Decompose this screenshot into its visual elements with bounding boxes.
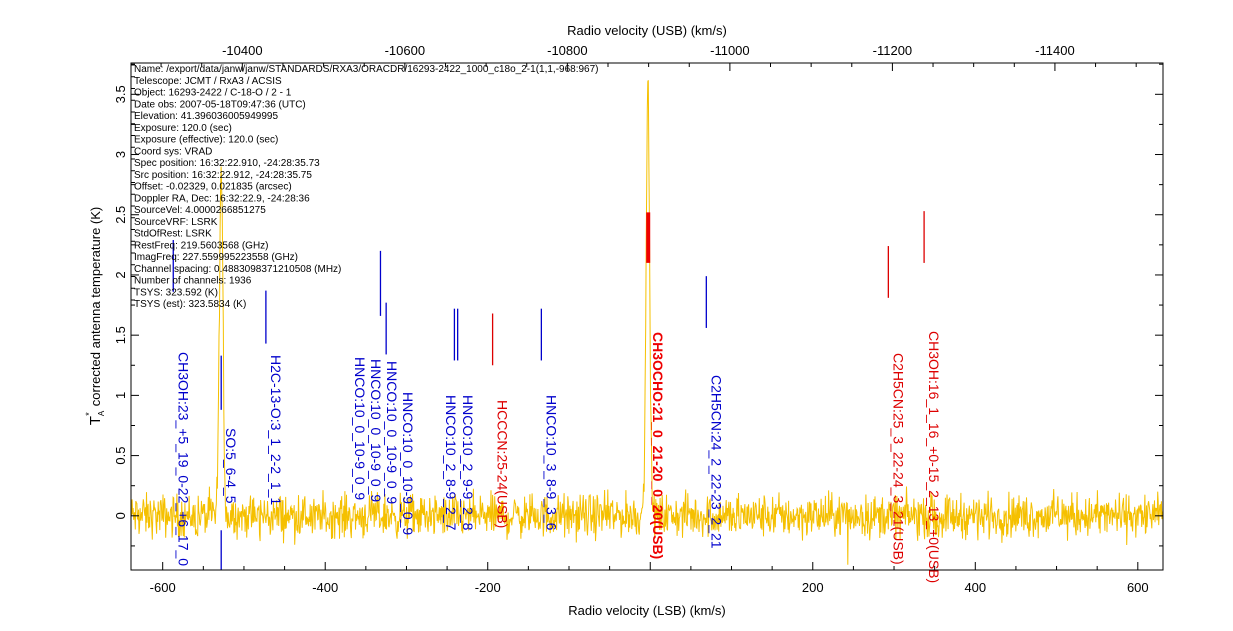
info-line: Coord sys: VRAD xyxy=(134,146,212,157)
line-labels: CH3OH:23_+5_19_0-22_+6_17_0 SO:5_6-4_5 H2C… xyxy=(175,331,942,583)
y-tick-label: 1.5 xyxy=(113,326,128,344)
line-label: HNCO:10_0_10-9_0_9 xyxy=(352,357,368,500)
x-tick-label: 200 xyxy=(802,580,824,595)
top-axis-title: Radio velocity (USB) (km/s) xyxy=(567,23,727,38)
line-label: H2C-13-O:3_1_2-2_1_1 xyxy=(268,355,284,505)
line-label: HNCO:10_0_10-9_0_9 xyxy=(384,361,400,504)
info-line: Exposure (effective): 120.0 (sec) xyxy=(134,135,278,146)
line-label: SO:5_6-4_5 xyxy=(223,428,239,504)
info-line: TSYS (est): 323.5834 (K) xyxy=(134,299,246,310)
x2-tick-label: -10400 xyxy=(222,43,262,58)
spectrum-line xyxy=(131,80,1163,565)
y-tick-label: 3 xyxy=(113,151,128,158)
y-axis-title: TA* corrected antenna temperature (K) xyxy=(84,207,106,425)
y-tick-label: 1 xyxy=(113,392,128,399)
info-line: StdOfRest: LSRK xyxy=(134,229,212,240)
x-tick-label: 600 xyxy=(1127,580,1149,595)
x2-tick-label: -11200 xyxy=(873,43,913,58)
line-label: HNCO:10_2_9-9_2_8 xyxy=(460,395,476,531)
y-axis-subscript: A xyxy=(97,410,106,416)
x2-tick-label: -11000 xyxy=(710,43,750,58)
y-tick-label: 2.5 xyxy=(113,206,128,224)
x-tick-label: -600 xyxy=(150,580,176,595)
x2-tick-label: -10800 xyxy=(547,43,587,58)
line-label: HNCO:10_0_10-9_0_9 xyxy=(368,359,384,502)
y-tick-label: 2 xyxy=(113,271,128,278)
info-line: Exposure: 120.0 (sec) xyxy=(134,123,232,134)
info-line: ImagFreq: 227.559995223558 (GHz) xyxy=(134,252,298,263)
info-line: Telescope: JCMT / RxA3 / ACSIS xyxy=(134,76,282,87)
info-line: Channel spacing: 0.4883098371210508 (MHz… xyxy=(134,264,341,275)
x-tick-label: -200 xyxy=(475,580,501,595)
line-label: C2H5CN:25_3_22-24_3_21(USB) xyxy=(890,353,906,565)
plot-frame xyxy=(130,62,1164,571)
bottom-axis-title: Radio velocity (LSB) (km/s) xyxy=(568,603,725,618)
y-axis-superscript: * xyxy=(84,412,94,416)
line-label: HNCO:10_3_8-9_3_6 xyxy=(543,395,559,531)
y-tick-label: 0 xyxy=(113,512,128,519)
y-tick-label: 3.5 xyxy=(113,85,128,103)
y-axis-symbol: T xyxy=(87,416,104,425)
info-line: Name: /export/data/janw/janw/STANDARDS/R… xyxy=(134,64,599,75)
x-tick-label: 400 xyxy=(964,580,986,595)
info-line: Src position: 16:32:22.912, -24:28:35.75 xyxy=(134,170,312,181)
line-label: HNCO:10_0_10-9_0_9 xyxy=(400,392,416,535)
info-line: Elevation: 41.396036005949995 xyxy=(134,111,278,122)
info-line: Offset: -0.02329, 0.021835 (arcsec) xyxy=(134,182,292,193)
line-label: HNCO:10_2_8-9_2_7 xyxy=(443,395,459,531)
line-label: CH3OH:23_+5_19_0-22_+6_17_0 xyxy=(175,352,191,566)
info-line: Spec position: 16:32:22.910, -24:28:35.7… xyxy=(134,158,320,169)
info-block: Name: /export/data/janw/janw/STANDARDS/R… xyxy=(131,64,599,310)
x2-tick-label: -11400 xyxy=(1035,43,1075,58)
info-line: Object: 16293-2422 / C-18-O / 2 - 1 xyxy=(134,88,292,99)
info-line: Date obs: 2007-05-18T09:47:36 (UTC) xyxy=(134,99,306,110)
info-line: SourceVRF: LSRK xyxy=(134,217,218,228)
info-line: Doppler RA, Dec: 16:32:22.9, -24:28:36 xyxy=(134,193,310,204)
y-tick-label: 0.5 xyxy=(113,447,128,465)
x-tick-label: -400 xyxy=(312,580,338,595)
info-line: TSYS: 323.592 (K) xyxy=(134,287,218,298)
svg-text:TA*corrected antenna temperatu: TA* corrected antenna temperature (K) xyxy=(84,207,106,425)
line-label: HCCCN:25-24(USB) xyxy=(495,400,511,528)
info-line: Number of channels: 1936 xyxy=(134,276,252,287)
x2-tick-label: -10600 xyxy=(385,43,425,58)
info-line: RestFreq: 219.5603568 (GHz) xyxy=(134,240,269,251)
spectrum-layer xyxy=(131,80,1163,565)
line-label: CH3OH:16_1_16_+0-15_2_13_+0(USB) xyxy=(926,331,942,583)
line-label: CH3OCHO:21_0_21-20_0_20(USB) xyxy=(650,332,666,559)
y-axis-label: corrected antenna temperature (K) xyxy=(88,207,103,406)
info-line: SourceVel: 4.0000266851275 xyxy=(134,205,266,216)
line-label: C2H5CN:24_2_22-23_2_21 xyxy=(708,375,724,549)
line-markers xyxy=(172,211,925,570)
axes: -600 -400 -200 200 400 600 -10400 -10600 -10800 -… xyxy=(113,43,1163,595)
